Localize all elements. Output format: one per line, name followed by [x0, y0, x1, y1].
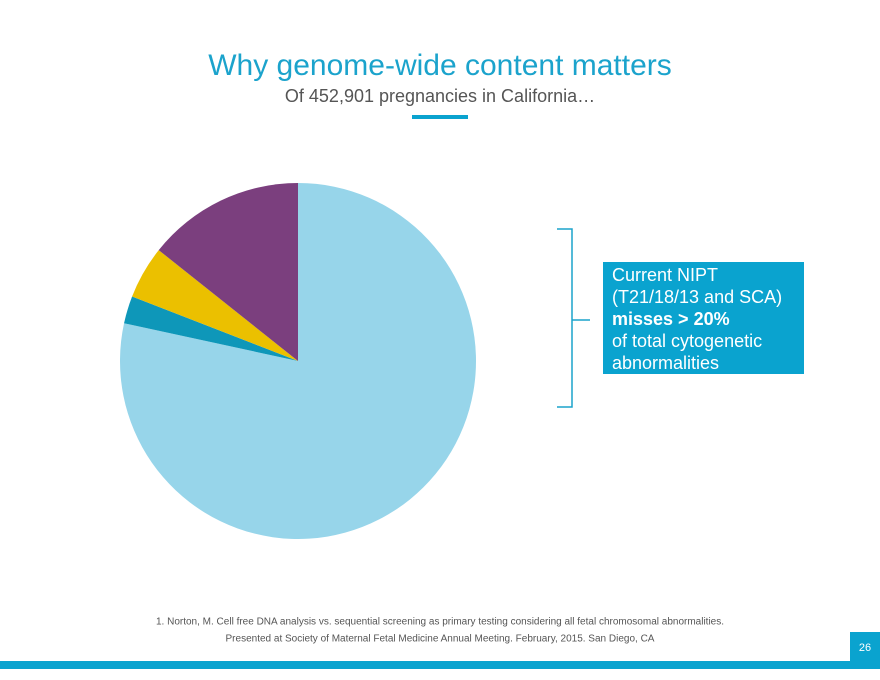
bottom-bar	[0, 661, 880, 669]
pie-slice	[158, 183, 298, 361]
callout-line: of total cytogenetic	[612, 331, 762, 351]
page-number: 26	[859, 642, 871, 654]
pie	[119, 183, 476, 539]
footnote-line: 1. Norton, M. Cell free DNA analysis vs.…	[156, 617, 724, 628]
subtitle: Of 452,901 pregnancies in California…	[285, 86, 595, 106]
callout-line: misses > 20%	[612, 309, 730, 329]
callout-line: abnormalities	[612, 353, 719, 373]
page-number-box	[850, 632, 880, 662]
title-underline	[412, 115, 468, 119]
pie-slice	[124, 296, 299, 361]
bracket	[557, 228, 590, 408]
callout-line: (T21/18/13 and SCA)	[612, 287, 782, 307]
footnote: 1. Norton, M. Cell free DNA analysis vs.…	[156, 617, 724, 645]
title: Why genome-wide content matters	[208, 49, 672, 82]
callout-line: Current NIPT	[612, 265, 718, 285]
footnote-line: Presented at Society of Maternal Fetal M…	[226, 634, 655, 645]
callout-text: Current NIPT(T21/18/13 and SCA)misses > …	[612, 265, 782, 373]
callout-box	[603, 262, 804, 374]
pie-slice	[132, 250, 298, 361]
